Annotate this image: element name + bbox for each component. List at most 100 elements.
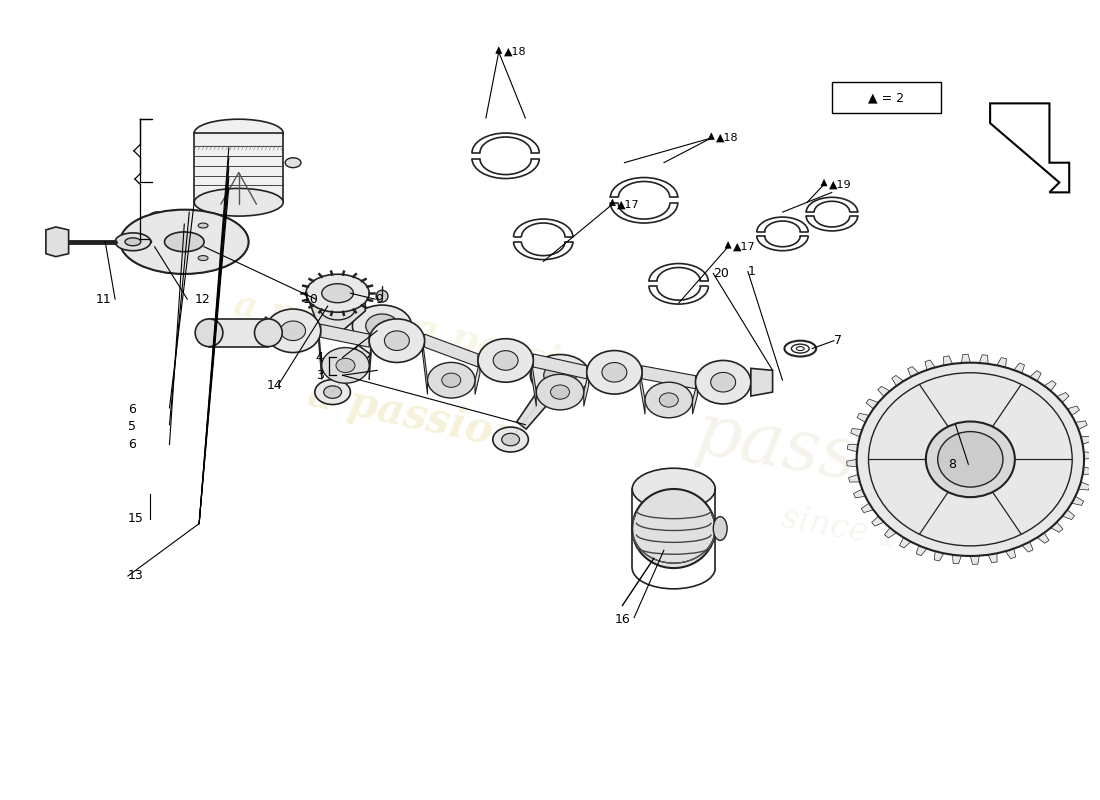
Text: 16: 16 xyxy=(615,613,630,626)
Polygon shape xyxy=(609,199,615,206)
Text: 15: 15 xyxy=(128,512,144,525)
Text: 11: 11 xyxy=(96,293,111,306)
Text: 5: 5 xyxy=(128,420,136,433)
Polygon shape xyxy=(1005,549,1015,558)
Polygon shape xyxy=(961,354,970,363)
Ellipse shape xyxy=(586,350,642,394)
Polygon shape xyxy=(370,341,371,380)
Ellipse shape xyxy=(502,434,519,446)
Ellipse shape xyxy=(602,362,627,382)
Ellipse shape xyxy=(530,354,590,396)
Text: a passion: a passion xyxy=(304,373,526,459)
Polygon shape xyxy=(848,474,860,482)
Ellipse shape xyxy=(659,393,679,407)
Polygon shape xyxy=(1071,496,1083,506)
Text: 8: 8 xyxy=(948,458,957,470)
Ellipse shape xyxy=(125,238,141,246)
Text: 10: 10 xyxy=(302,293,319,306)
Ellipse shape xyxy=(198,223,208,228)
Text: ▲17: ▲17 xyxy=(733,242,756,252)
Polygon shape xyxy=(1022,542,1033,552)
Ellipse shape xyxy=(254,319,283,346)
Polygon shape xyxy=(953,554,961,564)
Ellipse shape xyxy=(280,321,306,341)
Ellipse shape xyxy=(376,290,388,302)
Polygon shape xyxy=(265,317,268,345)
Text: 1: 1 xyxy=(748,265,756,278)
Text: ▲19: ▲19 xyxy=(829,179,851,190)
Polygon shape xyxy=(871,516,884,526)
Polygon shape xyxy=(1082,467,1093,474)
Ellipse shape xyxy=(428,362,475,398)
Polygon shape xyxy=(339,345,371,382)
Polygon shape xyxy=(708,133,714,139)
Ellipse shape xyxy=(695,361,751,404)
Polygon shape xyxy=(944,356,953,366)
Ellipse shape xyxy=(165,232,205,252)
Text: 12: 12 xyxy=(195,293,210,306)
Polygon shape xyxy=(1050,522,1063,532)
Polygon shape xyxy=(475,361,480,394)
Text: 13: 13 xyxy=(128,570,144,582)
Ellipse shape xyxy=(116,233,151,250)
Polygon shape xyxy=(1067,406,1079,415)
Polygon shape xyxy=(1063,510,1075,519)
Ellipse shape xyxy=(384,331,409,350)
Polygon shape xyxy=(900,538,911,548)
Polygon shape xyxy=(934,551,944,561)
Polygon shape xyxy=(751,368,772,396)
Text: ▲18: ▲18 xyxy=(504,47,526,57)
Polygon shape xyxy=(422,341,428,394)
Polygon shape xyxy=(310,303,365,330)
Polygon shape xyxy=(531,361,537,406)
Polygon shape xyxy=(1030,370,1042,381)
Polygon shape xyxy=(1044,381,1056,391)
Ellipse shape xyxy=(493,350,518,370)
Polygon shape xyxy=(725,242,732,248)
Polygon shape xyxy=(1084,452,1093,459)
Polygon shape xyxy=(850,429,862,437)
Polygon shape xyxy=(584,372,588,406)
Ellipse shape xyxy=(632,489,715,568)
Polygon shape xyxy=(321,324,370,347)
Ellipse shape xyxy=(321,284,353,302)
Ellipse shape xyxy=(370,319,425,362)
Ellipse shape xyxy=(711,373,736,392)
Polygon shape xyxy=(857,414,869,422)
Polygon shape xyxy=(693,382,697,414)
Text: 9: 9 xyxy=(375,293,383,306)
Text: passiönes: passiönes xyxy=(690,398,1053,530)
Polygon shape xyxy=(640,372,645,414)
Polygon shape xyxy=(821,179,827,186)
Polygon shape xyxy=(153,215,196,229)
Polygon shape xyxy=(854,489,866,498)
Ellipse shape xyxy=(265,309,321,353)
Ellipse shape xyxy=(285,158,301,168)
Ellipse shape xyxy=(315,380,351,405)
Ellipse shape xyxy=(632,468,715,510)
Ellipse shape xyxy=(195,189,283,216)
Polygon shape xyxy=(642,366,695,389)
Ellipse shape xyxy=(146,215,158,229)
Polygon shape xyxy=(534,354,586,379)
Ellipse shape xyxy=(336,358,355,373)
Text: ▲18: ▲18 xyxy=(716,133,739,143)
Ellipse shape xyxy=(352,305,411,346)
Polygon shape xyxy=(979,354,988,364)
Polygon shape xyxy=(1076,421,1087,430)
Text: ▲17: ▲17 xyxy=(617,199,640,210)
Text: a passion: a passion xyxy=(409,310,616,396)
Polygon shape xyxy=(496,47,502,54)
Text: 4: 4 xyxy=(316,351,323,364)
Ellipse shape xyxy=(190,215,202,229)
Polygon shape xyxy=(916,546,927,556)
Polygon shape xyxy=(988,554,997,562)
Polygon shape xyxy=(1037,533,1049,543)
Polygon shape xyxy=(1081,437,1092,444)
Text: 7: 7 xyxy=(834,334,842,347)
Polygon shape xyxy=(847,459,857,467)
Text: ▲ = 2: ▲ = 2 xyxy=(868,91,904,104)
Polygon shape xyxy=(319,330,321,380)
Ellipse shape xyxy=(478,338,534,382)
Polygon shape xyxy=(892,375,903,386)
